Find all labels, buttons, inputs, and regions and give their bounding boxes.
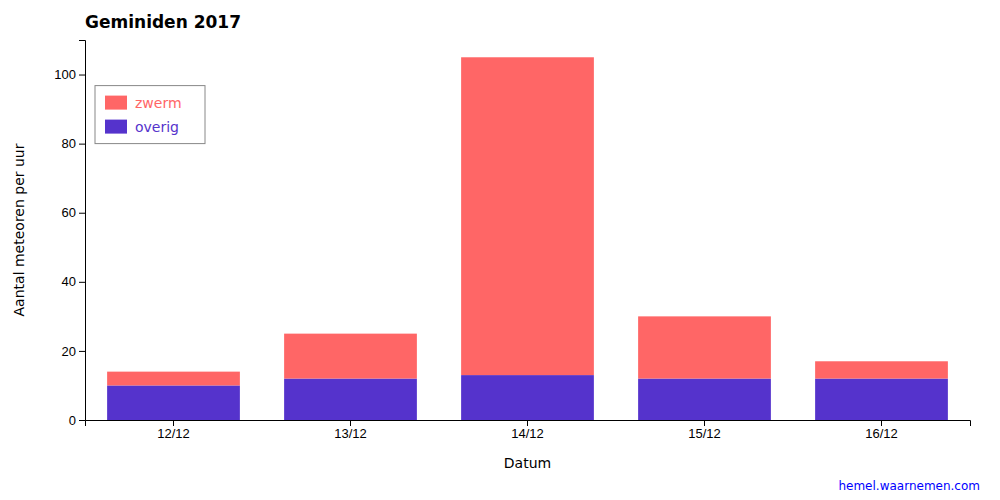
legend-label: zwerm xyxy=(135,95,182,111)
x-tick-mark xyxy=(173,420,174,426)
bar xyxy=(815,379,948,420)
x-axis-line xyxy=(86,421,971,427)
chart: 12/12 13/12 14/12 15/12 16/12 0 20 40 60 80 100 zwe… xyxy=(0,0,1000,500)
y-tick-mark xyxy=(79,351,85,352)
x-tick-label: 12/12 xyxy=(157,426,190,441)
x-tick-label: 13/12 xyxy=(334,426,367,441)
x-tick-label: 16/12 xyxy=(865,426,898,441)
legend: zwerm overig xyxy=(95,86,205,144)
x-tick-mark xyxy=(350,420,351,426)
bar xyxy=(461,375,594,420)
x-tick-mark xyxy=(704,420,705,426)
legend-swatch xyxy=(105,96,127,110)
bar xyxy=(284,334,417,379)
x-axis-title: Datum xyxy=(504,455,551,471)
x-tick-label: 15/12 xyxy=(688,426,721,441)
y-tick: 20 xyxy=(62,344,85,359)
legend-box xyxy=(95,86,205,144)
y-tick-mark xyxy=(79,213,85,214)
y-tick-mark xyxy=(79,144,85,145)
bar-series xyxy=(107,57,948,385)
title: Geminiden 2017 xyxy=(85,12,241,32)
y-tick: 0 xyxy=(69,413,85,428)
y-tick: 40 xyxy=(62,274,85,289)
bar xyxy=(461,57,594,375)
y-axis-line xyxy=(79,41,86,421)
y-tick-mark xyxy=(79,420,85,421)
x-tick: 15/12 xyxy=(688,420,721,441)
bar xyxy=(107,385,240,420)
bar xyxy=(815,361,948,378)
y-tick-mark xyxy=(79,282,85,283)
y-tick-label: 40 xyxy=(62,274,76,289)
y-axis: 0 20 40 60 80 100 xyxy=(54,41,85,428)
watermark: hemel.waarnemen.com xyxy=(838,479,980,493)
y-tick-label: 20 xyxy=(62,344,76,359)
legend-label: overig xyxy=(135,119,179,135)
x-axis: 12/12 13/12 14/12 15/12 16/12 xyxy=(86,420,971,441)
y-tick-mark xyxy=(79,75,85,76)
bar xyxy=(284,379,417,420)
y-tick-label: 0 xyxy=(69,413,76,428)
y-tick: 60 xyxy=(62,205,85,220)
legend-swatch xyxy=(105,120,127,134)
x-tick-label: 14/12 xyxy=(511,426,544,441)
y-tick: 80 xyxy=(62,136,85,151)
y-tick-label: 60 xyxy=(62,205,76,220)
bar xyxy=(107,372,240,386)
x-tick: 16/12 xyxy=(865,420,898,441)
legend-item: zwerm xyxy=(105,95,182,111)
bars xyxy=(107,57,948,420)
plot: 12/12 13/12 14/12 15/12 16/12 0 20 40 60 80 100 zwe… xyxy=(54,41,970,442)
x-tick: 14/12 xyxy=(511,420,544,441)
x-tick: 13/12 xyxy=(334,420,367,441)
bar xyxy=(638,379,771,420)
x-tick-mark xyxy=(881,420,882,426)
y-tick-label: 100 xyxy=(54,67,76,82)
bar xyxy=(638,316,771,378)
x-tick-mark xyxy=(527,420,528,426)
y-tick-label: 80 xyxy=(62,136,76,151)
legend-item: overig xyxy=(105,119,179,135)
y-tick: 100 xyxy=(54,67,85,82)
y-axis-title: Aantal meteoren per uur xyxy=(11,143,27,316)
x-tick: 12/12 xyxy=(157,420,190,441)
